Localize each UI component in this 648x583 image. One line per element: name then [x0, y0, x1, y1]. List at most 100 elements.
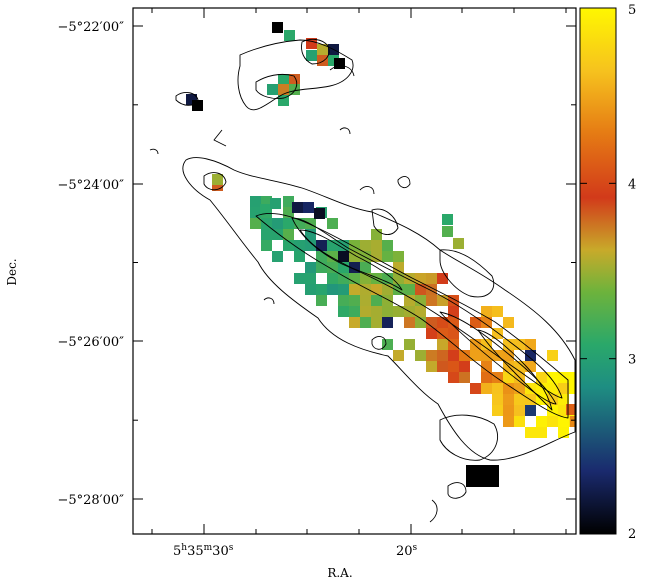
map-cell — [327, 251, 338, 262]
map-cell — [338, 251, 349, 262]
map-cell — [404, 295, 415, 306]
map-cell — [212, 174, 223, 185]
map-cell — [426, 328, 437, 339]
x-tick-label-2: 20s — [396, 543, 418, 559]
map-cell — [327, 262, 338, 273]
map-cell — [415, 317, 426, 328]
map-cell — [453, 238, 464, 249]
map-cell — [426, 361, 437, 372]
map-cell — [503, 416, 514, 427]
axis-ticks — [133, 8, 576, 534]
colorbar-tick-label: 5 — [628, 3, 636, 18]
y-tick-label: −5°22′00″ — [57, 20, 124, 35]
map-cell — [536, 427, 547, 438]
contour-inner-3 — [299, 229, 403, 291]
contour-lines — [149, 38, 576, 523]
map-cell — [459, 361, 470, 372]
map-cell — [283, 207, 294, 218]
map-cell — [283, 196, 294, 207]
map-cell — [426, 273, 437, 284]
map-cell — [514, 361, 525, 372]
map-cell — [558, 383, 569, 394]
map-cell — [272, 251, 283, 262]
map-cell — [316, 295, 327, 306]
map-cell — [349, 317, 360, 328]
map-cell — [442, 226, 453, 237]
map-cell — [547, 394, 558, 405]
map-cell — [305, 273, 316, 284]
contour-ring-nw — [175, 92, 199, 106]
map-cell — [415, 306, 426, 317]
map-cell — [415, 295, 426, 306]
y-tick-label: −5°28′00″ — [57, 493, 124, 508]
map-cell — [278, 84, 289, 95]
map-cell — [569, 383, 576, 394]
map-cell — [272, 218, 283, 229]
map-cell — [404, 339, 415, 350]
map-cell — [503, 383, 514, 394]
map-cell — [470, 350, 481, 361]
map-cell — [536, 372, 547, 383]
map-cell — [360, 262, 371, 273]
map-cell — [481, 317, 492, 328]
map-cell — [393, 350, 404, 361]
map-cell — [437, 317, 448, 328]
map-cell — [437, 295, 448, 306]
map-cell — [492, 372, 503, 383]
colorbar-tick-label: 4 — [628, 177, 636, 192]
map-cell — [316, 251, 327, 262]
map-cell — [317, 44, 328, 55]
map-cell — [261, 240, 272, 251]
map-cell — [250, 196, 261, 207]
contour-frag-7 — [329, 65, 355, 77]
map-cell — [349, 295, 360, 306]
map-cell — [415, 350, 426, 361]
map-cell — [305, 284, 316, 295]
map-cell — [360, 306, 371, 317]
contour-east-lobe — [439, 249, 495, 298]
map-cell — [360, 284, 371, 295]
map-cell — [570, 416, 576, 427]
map-cell — [547, 405, 558, 416]
map-cell — [470, 339, 481, 350]
map-cell — [514, 339, 525, 350]
map-cell — [477, 476, 488, 487]
map-cell — [349, 306, 360, 317]
map-cell — [525, 339, 536, 350]
map-cell — [404, 273, 415, 284]
map-cell — [492, 306, 503, 317]
map-cell — [382, 295, 393, 306]
contour-frag-5 — [371, 336, 387, 350]
map-cell — [536, 416, 547, 427]
contour-frag-8 — [339, 127, 351, 135]
map-cell — [492, 328, 503, 339]
map-cell — [448, 361, 459, 372]
map-cell — [459, 372, 470, 383]
contour-inner-4 — [439, 311, 557, 405]
map-cell — [492, 383, 503, 394]
contour-frag-2 — [397, 176, 411, 189]
y-tick-label: −5°24′00″ — [57, 178, 124, 193]
contour-far-south — [429, 499, 438, 523]
map-cell — [371, 317, 382, 328]
map-cell — [360, 317, 371, 328]
contour-inner-2 — [291, 217, 563, 399]
contour-frag-1 — [359, 186, 375, 195]
map-cell — [283, 240, 294, 251]
map-cell — [448, 372, 459, 383]
x-tick-label-1: 5h35m30s — [173, 543, 234, 559]
contour-inner-5 — [477, 329, 553, 411]
contour-frag-3 — [213, 129, 227, 147]
contour-outer-main — [182, 157, 576, 461]
colorbar-tick-label: 2 — [628, 527, 636, 542]
map-cell — [514, 416, 525, 427]
map-cell — [289, 74, 300, 85]
map-cell — [327, 284, 338, 295]
map-cell — [426, 295, 437, 306]
map-cell — [292, 202, 303, 213]
map-cell — [261, 218, 272, 229]
map-cell — [289, 84, 300, 95]
map-cell — [503, 405, 514, 416]
map-cell — [338, 262, 349, 273]
